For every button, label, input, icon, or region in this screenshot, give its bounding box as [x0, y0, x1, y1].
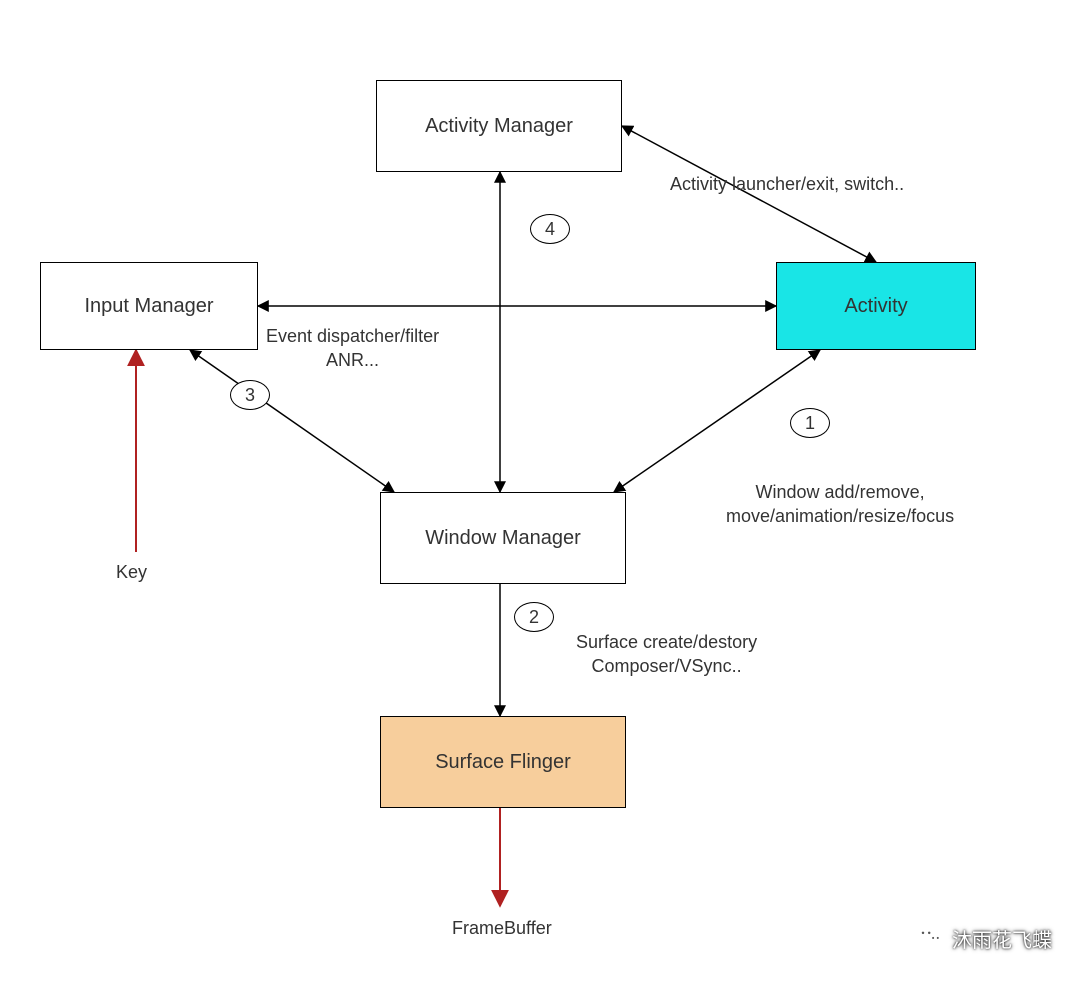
node-input-manager: Input Manager — [40, 262, 258, 350]
label-key: Key — [116, 560, 147, 584]
node-label: Input Manager — [85, 295, 214, 318]
label-window-ops: Window add/remove, move/animation/resize… — [726, 480, 954, 529]
label-surface-ops: Surface create/destory Composer/VSync.. — [576, 630, 757, 679]
badge-text: 1 — [805, 413, 815, 434]
node-label: Activity Manager — [425, 115, 573, 138]
node-label: Activity — [844, 295, 907, 318]
badge-4: 4 — [530, 214, 570, 244]
label-framebuffer: FrameBuffer — [452, 916, 552, 940]
node-surface-flinger: Surface Flinger — [380, 716, 626, 808]
label-dispatcher: Event dispatcher/filter ANR... — [266, 324, 439, 373]
wechat-watermark: 沐雨花飞蝶 — [916, 924, 1052, 953]
badge-text: 2 — [529, 607, 539, 628]
wechat-icon — [916, 925, 944, 953]
watermark-text: 沐雨花飞蝶 — [952, 924, 1052, 953]
node-activity: Activity — [776, 262, 976, 350]
badge-3: 3 — [230, 380, 270, 410]
badge-2: 2 — [514, 602, 554, 632]
node-label: Surface Flinger — [435, 751, 571, 774]
badge-text: 3 — [245, 385, 255, 406]
badge-1: 1 — [790, 408, 830, 438]
node-window-manager: Window Manager — [380, 492, 626, 584]
node-activity-manager: Activity Manager — [376, 80, 622, 172]
node-label: Window Manager — [425, 527, 581, 550]
label-launcher: Activity launcher/exit, switch.. — [670, 172, 904, 196]
badge-text: 4 — [545, 219, 555, 240]
